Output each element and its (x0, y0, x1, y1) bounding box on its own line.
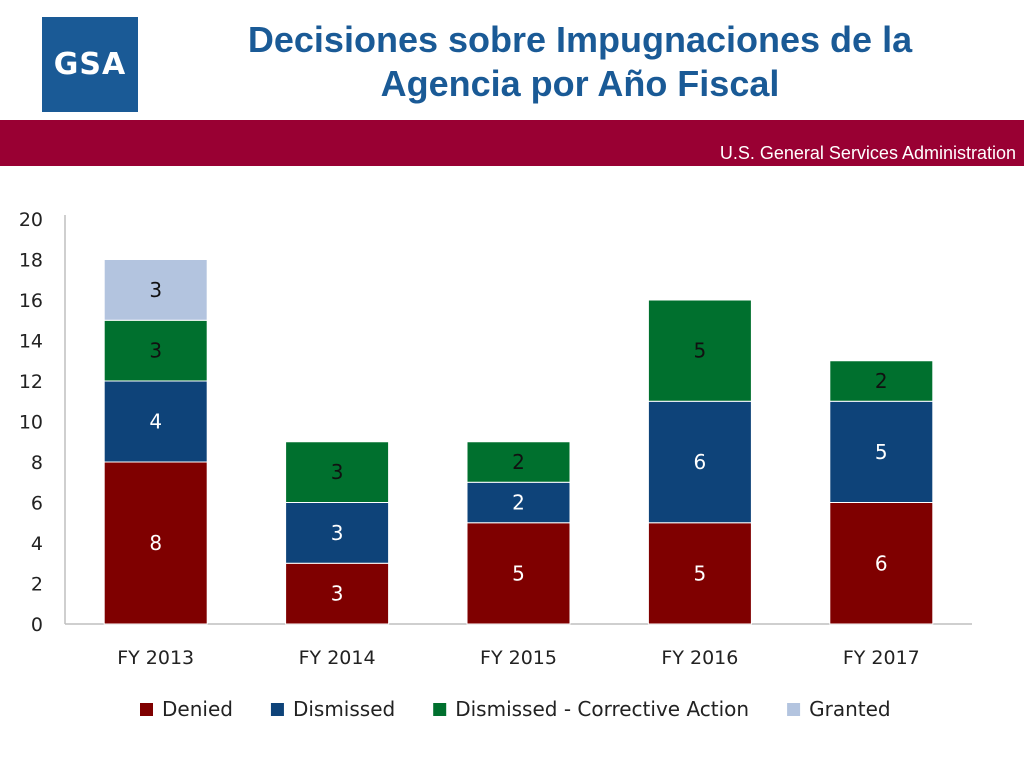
x-tick-label: FY 2015 (480, 647, 557, 669)
data-label: 2 (512, 450, 525, 474)
bar-segment-denied (829, 502, 934, 625)
x-tick-label: FY 2017 (843, 647, 920, 669)
bar-segment-dismissed (466, 481, 571, 524)
data-label: 3 (331, 582, 344, 606)
y-tick-label: 8 (31, 452, 43, 474)
data-label: 5 (694, 339, 707, 363)
page-title: Decisiones sobre Impugnaciones de la Age… (170, 18, 990, 106)
y-tick-label: 10 (19, 412, 43, 434)
header-band: U.S. General Services Administration (0, 120, 1024, 166)
gsa-logo: GSA (42, 17, 138, 112)
bar-segment-dismissed-corrective-action (647, 299, 752, 402)
legend-swatch (270, 703, 284, 716)
y-tick-label: 2 (31, 574, 43, 596)
data-label: 4 (149, 410, 162, 434)
title-line-2: Agencia por Año Fiscal (380, 63, 780, 104)
data-label: 2 (875, 369, 888, 393)
legend-label: Denied (162, 697, 233, 721)
bar-segment-dismissed (285, 502, 390, 564)
data-label: 5 (875, 440, 888, 464)
data-label: 3 (331, 460, 344, 484)
y-tick-label: 18 (19, 250, 43, 272)
bar-segment-dismissed-corrective-action (829, 360, 934, 402)
data-label: 2 (512, 491, 525, 515)
x-tick-label: FY 2013 (117, 647, 194, 669)
bar-segment-granted (103, 259, 208, 321)
legend-label: Granted (809, 697, 891, 721)
data-label: 3 (149, 278, 162, 302)
data-label: 8 (149, 531, 162, 555)
y-tick-label: 14 (19, 331, 43, 353)
legend-swatch (787, 703, 801, 716)
x-tick-label: FY 2014 (299, 647, 376, 669)
bar-segment-dismissed (829, 400, 934, 503)
logo-text: GSA (53, 47, 127, 82)
bar-segment-denied (466, 522, 571, 625)
data-label: 3 (149, 339, 162, 363)
bar-segment-denied (647, 522, 752, 625)
y-tick-label: 20 (19, 209, 43, 231)
bar-segment-dismissed-corrective-action (285, 441, 390, 503)
data-label: 5 (512, 561, 525, 585)
data-label: 6 (875, 551, 888, 575)
y-tick-label: 4 (31, 533, 43, 555)
y-tick-label: 6 (31, 493, 43, 515)
legend-swatch (140, 703, 153, 716)
title-line-1: Decisiones sobre Impugnaciones de la (247, 19, 913, 60)
bar-segment-denied (103, 461, 208, 625)
x-tick-label: FY 2016 (661, 647, 738, 669)
data-label: 3 (331, 521, 344, 545)
bar-segment-denied (285, 562, 390, 625)
legend-swatch (433, 703, 447, 716)
bar-segment-dismissed (647, 400, 752, 524)
legend-label: Dismissed - Corrective Action (455, 697, 749, 721)
data-label: 5 (694, 561, 707, 585)
bar-segment-dismissed-corrective-action (466, 441, 571, 483)
data-label: 6 (694, 450, 707, 474)
y-tick-label: 12 (19, 371, 43, 393)
agency-name: U.S. General Services Administration (719, 143, 1016, 163)
legend-label: Dismissed (293, 697, 395, 721)
bar-segment-dismissed-corrective-action (103, 319, 208, 382)
stacked-bar-chart: 0 2 4 6 8 10 12 14 16 18 20 8 4 3 3 FY 2013 3 3 3 FY 2014 5 2… (19, 209, 972, 721)
y-tick-label: 16 (19, 290, 43, 312)
y-tick-label: 0 (31, 614, 43, 636)
